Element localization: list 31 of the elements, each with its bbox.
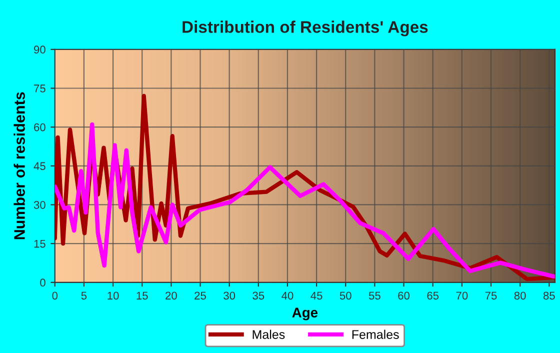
x-axis-title: Age xyxy=(292,308,318,320)
y-tick-label: 75 xyxy=(34,84,46,92)
x-tick-label: 0 xyxy=(52,292,58,300)
x-tick-label: 85 xyxy=(543,292,555,300)
x-tick-label: 20 xyxy=(166,292,177,300)
x-tick-label: 65 xyxy=(427,292,439,300)
x-tick-label: 10 xyxy=(108,292,119,300)
x-tick-label: 5 xyxy=(81,292,87,300)
y-tick-label: 15 xyxy=(34,240,46,248)
x-tick-label: 35 xyxy=(252,292,264,300)
y-tick-label: 0 xyxy=(40,278,46,287)
y-axis-title: Number of residents xyxy=(14,92,25,240)
y-tick-label: 90 xyxy=(34,46,46,54)
x-tick-label: 60 xyxy=(398,292,410,300)
x-tick-label: 70 xyxy=(456,292,468,300)
x-tick-label: 15 xyxy=(136,292,148,300)
y-tick-label: 30 xyxy=(34,201,46,209)
x-tick-label: 75 xyxy=(485,292,497,300)
line-series xyxy=(54,122,555,279)
x-tick-label: 80 xyxy=(514,292,526,300)
y-tick-label: 45 xyxy=(34,162,46,170)
y-tick-label: 60 xyxy=(34,123,46,132)
x-tick-label: 25 xyxy=(194,292,206,300)
x-tick-label: 55 xyxy=(368,292,380,300)
chart-title: Distribution of Residents' Ages xyxy=(182,20,428,36)
x-tick-label: 45 xyxy=(310,292,322,300)
x-tick-label: 50 xyxy=(340,292,352,300)
legend-label: Females xyxy=(352,330,399,339)
x-tick-label: 30 xyxy=(224,292,236,300)
x-tick-label: 40 xyxy=(282,292,294,300)
legend-label: Males xyxy=(252,330,285,339)
